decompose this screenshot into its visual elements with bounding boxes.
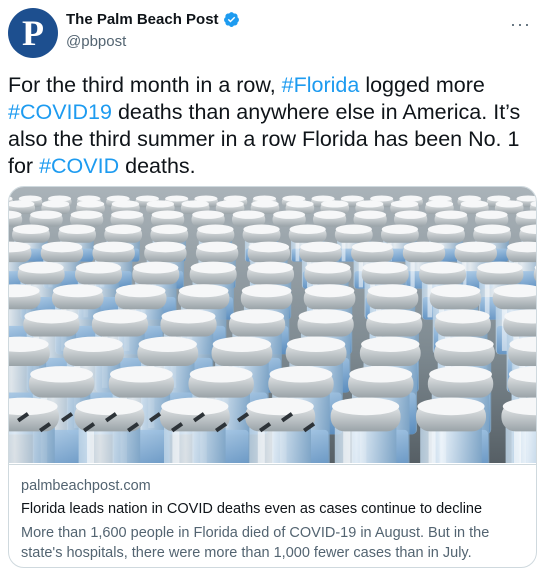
link-card[interactable]: palmbeachpost.com Florida leads nation i… — [8, 186, 537, 568]
link-card-meta: palmbeachpost.com Florida leads nation i… — [9, 464, 536, 567]
tweet-text-segment: deaths. — [119, 154, 196, 178]
author-name[interactable]: The Palm Beach Post — [66, 11, 219, 28]
card-image — [9, 187, 536, 463]
link-domain: palmbeachpost.com — [21, 478, 151, 494]
avatar[interactable]: P — [8, 8, 58, 58]
tweet-text-segment: logged more — [359, 73, 485, 97]
verified-badge-icon — [223, 12, 239, 27]
author-handle[interactable]: @pbpost — [66, 33, 127, 50]
link-headline: Florida leads nation in COVID deaths eve… — [21, 501, 483, 517]
hashtag-florida[interactable]: #Florida — [281, 73, 360, 97]
tweet-text-segment: For the third month in a row, — [8, 73, 282, 97]
link-description: More than 1,600 people in Florida died o… — [21, 525, 490, 561]
more-dots-icon[interactable]: ··· — [510, 14, 531, 34]
hashtag-covid[interactable]: #COVID — [39, 154, 120, 178]
tweet-text-segment: deaths than anywhere else in America. It… — [8, 100, 521, 178]
author-name-row: The Palm Beach Post — [66, 11, 240, 28]
hashtag-covid19[interactable]: #COVID19 — [8, 100, 112, 124]
tweet-text: For the third month in a row, #Florida l… — [8, 72, 538, 180]
